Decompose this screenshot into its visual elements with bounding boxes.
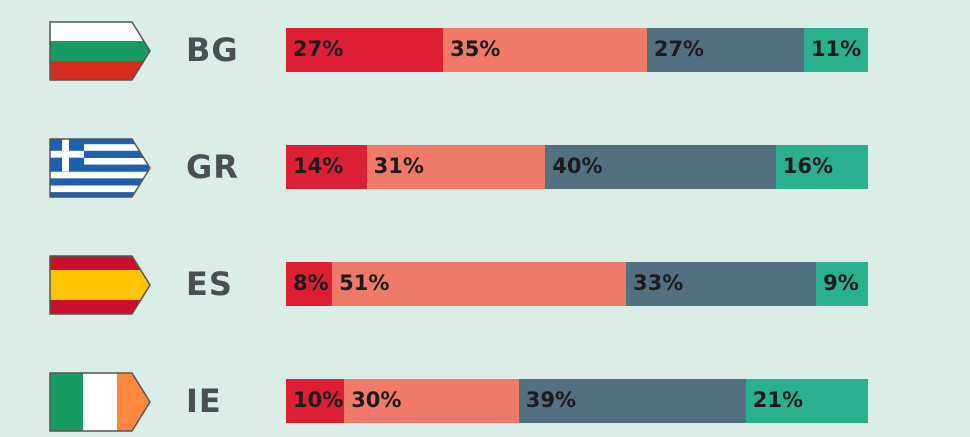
chart-row-ie: IE 10% 30% 39% 21% [0,371,970,433]
stacked-bar: 14% 31% 40% 16% [286,145,868,189]
data-label: 51% [339,271,390,295]
data-label: 30% [351,388,402,412]
bar-segment: 16% [775,145,868,189]
ireland-flag-icon [48,371,152,433]
stacked-bar: 8% 51% 33% 9% [286,262,868,306]
stacked-bar-chart: BG 27% 35% 27% 11% GR 14% 31% 40% 16% ES 8% 51% 33% 9%… [0,20,970,432]
bar-segment: 35% [443,28,647,72]
bar-segment: 8% [286,262,333,306]
data-label: 8% [293,271,329,295]
bulgaria-flag-icon [48,20,152,82]
bar-segment: 9% [816,262,868,306]
bar-segment: 30% [344,379,519,423]
data-label: 39% [525,388,577,412]
data-label: 11% [810,37,862,61]
country-code-label: ES [186,265,233,303]
bar-segment: 51% [332,262,626,306]
stacked-bar: 27% 35% 27% 11% [286,28,868,72]
greece-flag-icon [48,137,152,199]
bar-segment: 33% [625,262,817,306]
chart-row-es: ES 8% 51% 33% 9% [0,254,970,316]
data-label: 31% [373,154,424,178]
country-code-label: BG [186,31,239,69]
data-label: 27% [653,37,705,61]
data-label: 33% [632,271,684,295]
bar-segment: 14% [286,145,367,189]
chart-row-gr: GR 14% 31% 40% 16% [0,137,970,199]
bar-segment: 27% [286,28,444,72]
data-label: 14% [293,154,344,178]
data-label: 27% [293,37,344,61]
bar-segment: 39% [518,379,746,423]
data-label: 10% [293,388,344,412]
bar-segment: 31% [366,145,546,189]
chart-row-bg: BG 27% 35% 27% 11% [0,20,970,82]
data-label: 40% [552,154,603,178]
spain-flag-icon [48,254,152,316]
bar-segment: 27% [646,28,804,72]
bar-segment: 10% [286,379,345,423]
data-label: 21% [752,388,804,412]
data-label: 16% [782,154,834,178]
data-label: 9% [823,271,859,295]
bar-segment: 21% [745,379,868,423]
data-label: 35% [450,37,501,61]
country-code-label: GR [186,148,239,186]
bar-segment: 40% [545,145,776,189]
stacked-bar: 10% 30% 39% 21% [286,379,868,423]
bar-segment: 11% [803,28,868,72]
country-code-label: IE [186,382,222,420]
